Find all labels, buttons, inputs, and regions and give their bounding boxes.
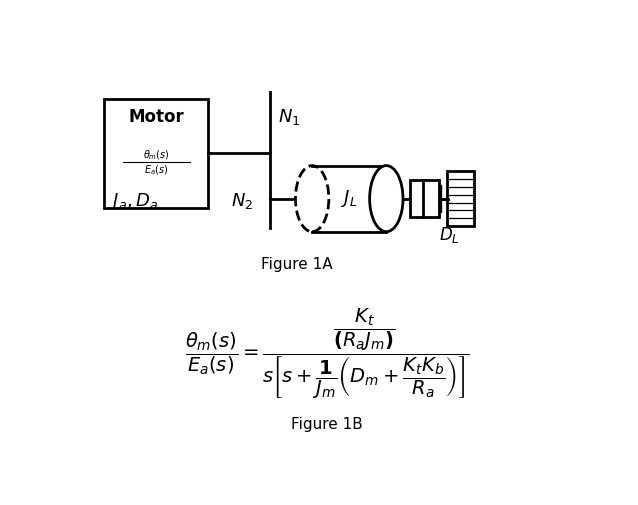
Text: $J_a, D_a$: $J_a, D_a$ xyxy=(110,191,158,212)
Bar xyxy=(312,166,387,232)
Ellipse shape xyxy=(369,166,403,232)
Text: $\dfrac{\boldsymbol{\theta_m}(s)}{\boldsymbol{E_a}(s)} = \dfrac{\dfrac{\boldsymb: $\dfrac{\boldsymbol{\theta_m}(s)}{\bolds… xyxy=(185,307,469,401)
Text: $N_1$: $N_1$ xyxy=(278,107,300,127)
Text: $N_2$: $N_2$ xyxy=(230,190,253,211)
Text: Figure 1B: Figure 1B xyxy=(291,417,363,432)
Text: $E_a(s)$: $E_a(s)$ xyxy=(144,164,168,177)
Text: Motor: Motor xyxy=(128,108,184,126)
Text: $\theta_m(s)$: $\theta_m(s)$ xyxy=(143,148,170,162)
Text: $J_L$: $J_L$ xyxy=(341,188,357,209)
FancyBboxPatch shape xyxy=(410,180,439,217)
Ellipse shape xyxy=(295,166,329,232)
FancyBboxPatch shape xyxy=(447,171,474,226)
Text: Figure 1A: Figure 1A xyxy=(262,257,333,272)
FancyBboxPatch shape xyxy=(105,99,208,209)
Text: $D_L$: $D_L$ xyxy=(439,225,459,245)
